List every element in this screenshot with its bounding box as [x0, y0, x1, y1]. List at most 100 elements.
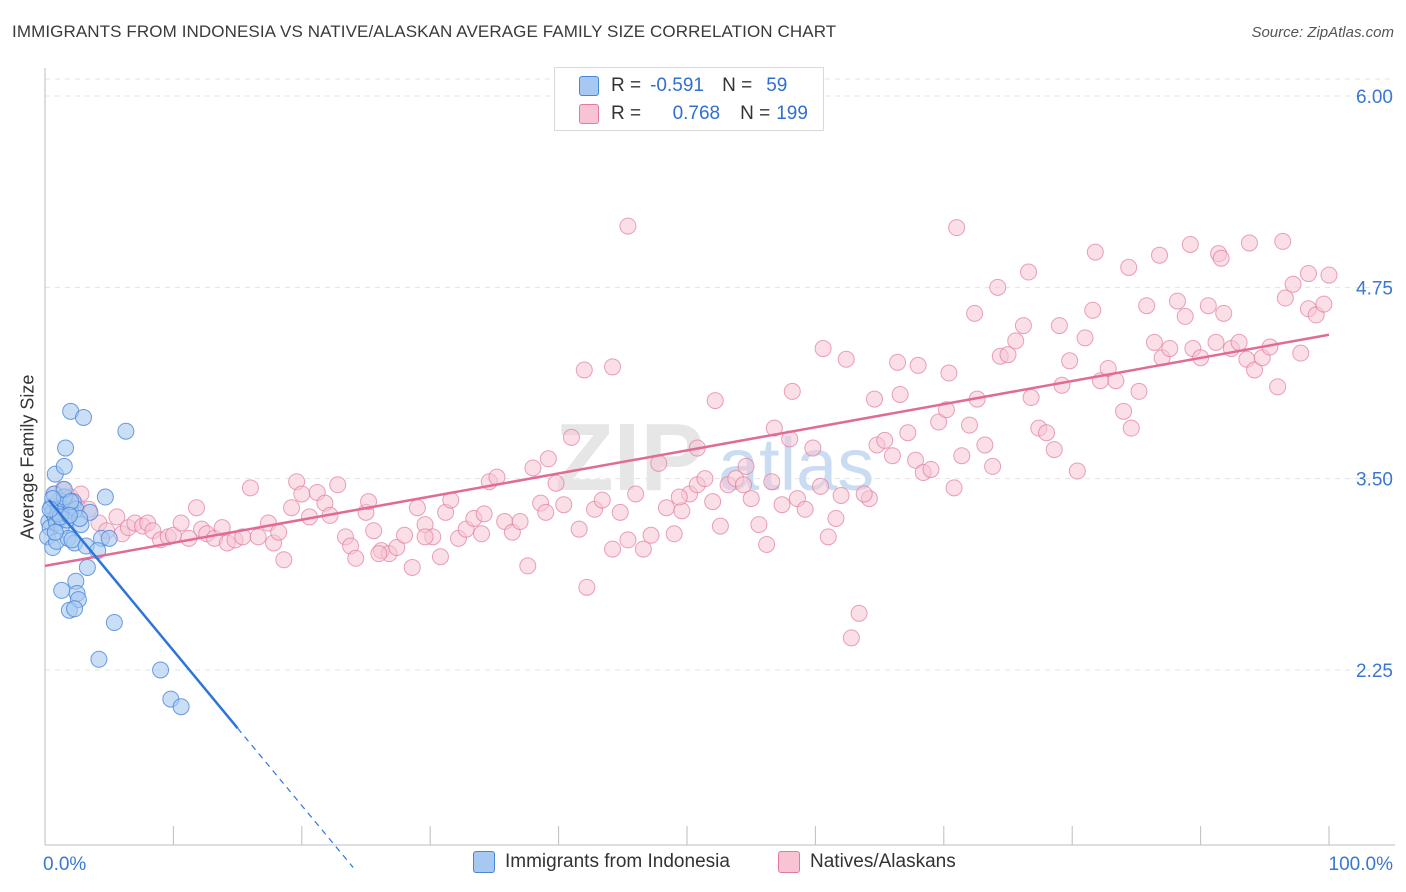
legend-swatch-blue	[473, 851, 495, 873]
data-point-natives	[475, 505, 493, 523]
y-axis-label: Average Family Size	[17, 374, 38, 540]
legend-r-label: R =	[611, 75, 642, 96]
data-point-natives	[604, 540, 622, 558]
data-point-natives	[837, 350, 855, 368]
data-point-natives	[657, 499, 675, 517]
data-point-natives	[1269, 378, 1287, 396]
axes	[44, 68, 1395, 846]
data-point-natives	[604, 358, 622, 376]
data-point-natives	[213, 519, 231, 537]
y-tick-labels: 2.25 3.50 4.75 6.00	[1356, 87, 1393, 682]
trendline-indonesia-extension	[237, 727, 354, 868]
data-point-natives	[547, 474, 565, 492]
data-point-natives	[293, 485, 311, 503]
legend-n-value-natives: 199	[776, 103, 808, 124]
data-point-natives	[670, 488, 688, 506]
data-point-natives	[1145, 333, 1163, 351]
data-point-natives	[1181, 235, 1199, 253]
data-point-natives	[765, 419, 783, 437]
data-point-natives	[1045, 441, 1063, 459]
data-point-natives	[578, 578, 596, 596]
data-point-natives	[704, 493, 722, 511]
data-point-natives	[1207, 333, 1225, 351]
data-point-natives	[855, 485, 873, 503]
data-point-natives	[976, 436, 994, 454]
data-point-natives	[758, 535, 776, 553]
data-point-natives	[1130, 382, 1148, 400]
data-point-natives	[172, 514, 190, 532]
data-point-natives	[431, 548, 449, 566]
data-point-natives	[1215, 304, 1233, 322]
legend-n-value-indonesia: 59	[766, 75, 788, 96]
data-point-natives	[519, 557, 537, 575]
data-point-natives	[1115, 402, 1133, 420]
data-point-natives	[850, 604, 868, 622]
data-point-natives	[773, 496, 791, 514]
data-point-natives	[1086, 243, 1104, 261]
data-point-natives	[270, 523, 288, 541]
data-point-natives	[1176, 307, 1194, 325]
x-tick-labels: 0.0% 100.0%	[43, 854, 1393, 875]
data-point-indonesia	[46, 523, 64, 541]
data-point-natives	[1122, 419, 1140, 437]
data-point-natives	[1053, 376, 1071, 394]
data-point-natives	[842, 629, 860, 647]
data-point-natives	[909, 356, 927, 374]
data-point-natives	[812, 477, 830, 495]
legend-r-label: R =	[611, 103, 642, 124]
legend-swatch-pink	[778, 851, 800, 873]
data-point-natives	[742, 490, 760, 508]
data-point-indonesia	[172, 698, 190, 716]
data-point-natives	[347, 549, 365, 567]
data-point-natives	[416, 528, 434, 546]
data-point-natives	[403, 558, 421, 576]
data-point-indonesia	[53, 581, 71, 599]
data-point-indonesia	[90, 650, 108, 668]
legend-r-value-indonesia: -0.591	[650, 75, 704, 96]
data-point-natives	[1199, 297, 1217, 315]
data-point-natives	[370, 545, 388, 563]
trendlines	[44, 333, 1330, 868]
data-point-natives	[1320, 266, 1338, 284]
data-point-natives	[575, 361, 593, 379]
data-point-natives	[1084, 301, 1102, 319]
data-point-natives	[329, 476, 347, 494]
data-point-natives	[984, 457, 1002, 475]
data-point-natives	[989, 278, 1007, 296]
data-point-natives	[241, 479, 259, 497]
data-point-natives	[737, 457, 755, 475]
legend-r-value-natives: 0.768	[672, 103, 721, 124]
data-point-natives	[922, 460, 940, 478]
data-point-indonesia	[57, 439, 75, 457]
data-point-natives	[1161, 340, 1179, 358]
data-point-natives	[814, 340, 832, 358]
data-point-natives	[1050, 317, 1068, 335]
data-point-natives	[555, 496, 573, 514]
data-point-natives	[907, 451, 925, 469]
data-point-natives	[408, 499, 426, 517]
data-point-natives	[1138, 297, 1156, 315]
legend-swatch-pink	[579, 104, 599, 124]
data-point-natives	[1292, 344, 1310, 362]
data-point-natives	[889, 353, 907, 371]
data-point-natives	[537, 503, 555, 521]
data-point-natives	[891, 385, 909, 403]
data-point-natives	[796, 500, 814, 518]
data-point-natives	[711, 517, 729, 535]
series-immigrants-indonesia	[39, 402, 190, 716]
data-point-natives	[832, 487, 850, 505]
data-point-natives	[930, 413, 948, 431]
correlation-legend: R = -0.591 N = 59 R = 0.768 N = 199	[554, 67, 824, 131]
y-tick-label: 6.00	[1356, 87, 1393, 108]
data-point-natives	[650, 454, 668, 472]
data-point-natives	[953, 447, 971, 465]
data-point-natives	[945, 479, 963, 497]
data-point-natives	[783, 382, 801, 400]
data-point-natives	[865, 390, 883, 408]
data-point-natives	[642, 526, 660, 544]
data-point-natives	[696, 470, 714, 488]
data-point-natives	[1274, 232, 1292, 250]
data-point-natives	[1276, 289, 1294, 307]
x-tick-label-max: 100.0%	[1329, 854, 1394, 875]
data-point-natives	[619, 217, 637, 235]
